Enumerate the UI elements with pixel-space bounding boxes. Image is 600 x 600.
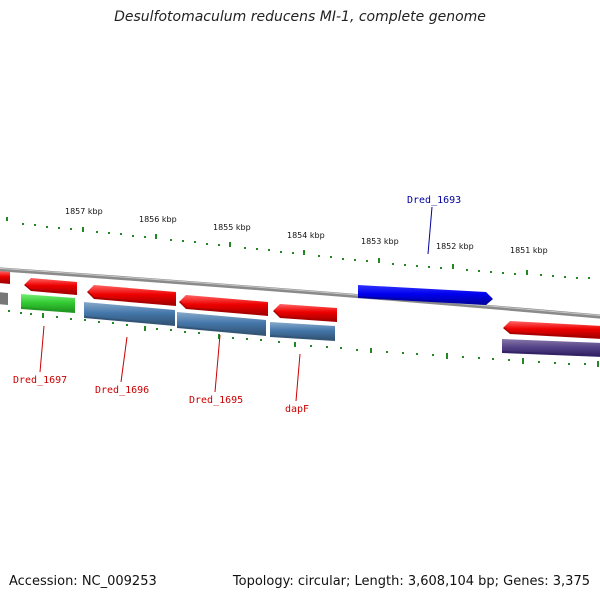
gene-label-dred-1697[interactable]: Dred_1697 (13, 375, 67, 386)
leader-line-dapf (295, 353, 301, 402)
gene-label-dred-1693[interactable]: Dred_1693 (407, 195, 461, 206)
gene-dred-1693[interactable] (358, 285, 493, 305)
cog-bar-gray-left (0, 292, 8, 305)
gene-dapf[interactable] (273, 304, 337, 322)
kbp-label-1851: 1851 kbp (510, 246, 548, 255)
genome-title: Desulfotomaculum reducens MI-1, complete… (114, 9, 486, 25)
cog-bar-steel-3 (270, 322, 335, 341)
gene-dred-1696[interactable] (87, 285, 176, 306)
leader-line-dred-1696 (120, 336, 128, 383)
gene-dred-1695[interactable] (179, 295, 268, 316)
outer-tick-ring (6, 217, 590, 279)
kbp-label-1856: 1856 kbp (139, 215, 177, 224)
genome-backbone (0, 267, 600, 319)
leader-line-dred-1697 (39, 325, 45, 373)
gene-dred-1697[interactable] (24, 278, 77, 295)
gene-label-dred-1695[interactable]: Dred_1695 (189, 395, 243, 406)
leader-line-dred-1693 (427, 206, 433, 255)
inner-tick-ring (8, 310, 599, 367)
genome-summary-text: Topology: circular; Length: 3,608,104 bp… (232, 574, 590, 589)
leader-line-dred-1695 (214, 334, 221, 393)
kbp-label-1852: 1852 kbp (436, 242, 474, 251)
gene-red-right[interactable] (503, 321, 600, 339)
kbp-label-1854: 1854 kbp (287, 231, 325, 240)
cog-bar-steel-1 (84, 302, 175, 326)
cog-bar-green (21, 294, 75, 313)
gene-label-dred-1696[interactable]: Dred_1696 (95, 385, 149, 396)
kbp-label-1855: 1855 kbp (213, 223, 251, 232)
cog-bar-steel-2 (177, 312, 266, 336)
cog-bar-purple (502, 339, 600, 357)
accession-text: Accession: NC_009253 (9, 574, 157, 589)
gene-red-partial-left[interactable] (0, 271, 10, 284)
gene-label-dapf[interactable]: dapF (285, 404, 309, 415)
kbp-label-1853: 1853 kbp (361, 237, 399, 246)
kbp-label-1857: 1857 kbp (65, 207, 103, 216)
